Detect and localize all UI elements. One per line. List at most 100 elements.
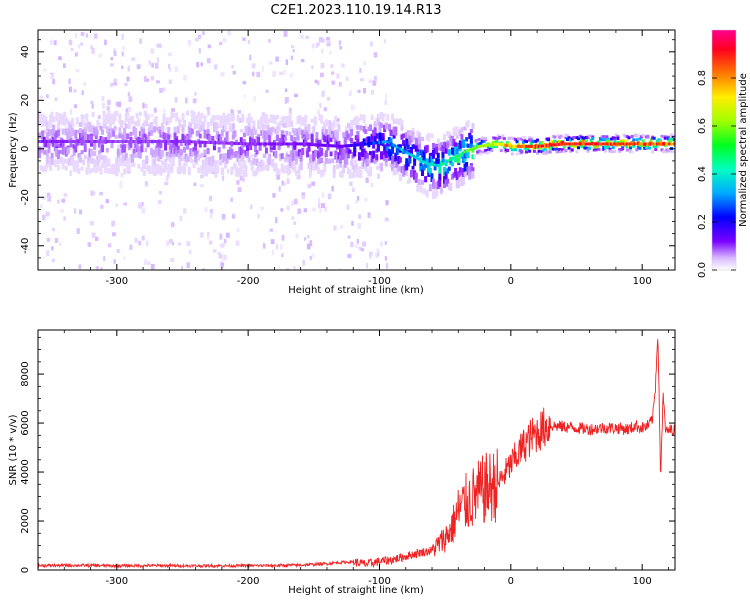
spectrogram-cell	[135, 112, 139, 119]
spectrogram-cell	[206, 121, 210, 131]
spectrogram-cell	[121, 144, 125, 153]
spectrogram-ridge-cell	[614, 142, 618, 146]
spectrogram-noise-cell	[309, 255, 312, 260]
spectrogram-cell	[88, 123, 92, 133]
spectrogram-cell	[600, 135, 604, 139]
spectrogram-noise-cell	[375, 268, 379, 270]
spectrogram-cell	[230, 148, 234, 155]
spectrogram-ridge-cell	[170, 140, 173, 144]
spectrogram-ridge-cell	[354, 143, 357, 147]
spectrogram-noise-cell	[144, 103, 148, 109]
spectrogram-cell	[277, 169, 281, 175]
spectrogram-cell	[186, 135, 190, 143]
spectrogram-noise-cell	[318, 36, 322, 43]
spectrogram-ridge-cell	[673, 142, 675, 146]
spectrogram-noise-cell	[268, 61, 273, 65]
spectrogram-cell	[373, 136, 377, 145]
spectrogram-cell	[277, 144, 281, 151]
spectrogram-cell	[96, 162, 100, 172]
spectrogram-cell	[499, 149, 503, 153]
spectrogram-noise-cell	[231, 214, 235, 219]
spectrogram-ridge-cell	[651, 142, 654, 146]
spectrogram-noise-cell	[70, 47, 74, 51]
spectrogram-cell	[458, 140, 462, 149]
spectrogram-noise-cell	[51, 258, 55, 263]
spectrogram-cell	[310, 162, 314, 170]
spectrogram-cell	[466, 120, 470, 128]
spectrogram-noise-cell	[230, 197, 233, 202]
spectrogram-cell	[239, 137, 243, 143]
spectrogram-cell	[466, 166, 470, 176]
spectrogram-cell	[116, 166, 120, 173]
spectrogram-cell	[387, 123, 391, 132]
spectrogram-cell	[611, 146, 615, 150]
spectrogram-cell	[372, 142, 376, 149]
spectrogram-cell	[427, 164, 431, 173]
spectrogram-y-tick-label: 20	[20, 94, 31, 107]
spectrogram-cell	[362, 148, 366, 156]
spectrogram-cell	[200, 113, 204, 119]
spectrogram-cell	[512, 137, 516, 141]
spectrogram-noise-cell	[355, 199, 358, 204]
spectrogram-ridge-cell	[357, 143, 361, 147]
spectrogram-cell	[134, 127, 138, 137]
spectrogram-noise-cell	[283, 182, 287, 187]
spectrogram-noise-cell	[226, 169, 230, 174]
spectrogram-ridge-cell	[71, 140, 74, 144]
spectrogram-noise-cell	[81, 90, 84, 95]
spectrogram-cell	[268, 132, 272, 139]
colorbar-label: Normalized spectral amplitude	[738, 73, 749, 227]
spectrogram-noise-cell	[156, 43, 160, 48]
spectrogram-noise-cell	[74, 104, 77, 109]
spectrogram-ridge-cell	[176, 140, 179, 144]
spectrogram-cell	[472, 154, 476, 158]
spectrogram-cell	[187, 133, 191, 139]
spectrogram-cell	[316, 156, 320, 165]
spectrogram-cell	[528, 138, 532, 142]
spectrogram-cell	[318, 148, 322, 157]
spectrogram-cell	[518, 151, 522, 155]
spectrogram-ridge-cell	[78, 140, 82, 144]
spectrogram-cell	[113, 125, 117, 131]
spectrogram-y-tick-label: -40	[20, 238, 31, 254]
spectrogram-cell	[597, 147, 601, 151]
spectrogram-cell	[461, 139, 465, 148]
spectrogram-noise-cell	[281, 180, 285, 186]
spectrogram-cell	[275, 114, 279, 120]
spectrogram-cell	[472, 145, 476, 149]
spectrogram-noise-cell	[237, 187, 242, 193]
spectrogram-ridge-cell	[244, 142, 247, 146]
spectrogram-ridge-cell	[197, 140, 200, 144]
spectrogram-ridge-cell	[67, 140, 71, 144]
spectrogram-noise-cell	[320, 62, 325, 69]
spectrogram-noise-cell	[297, 208, 302, 214]
spectrogram-cell	[359, 114, 363, 121]
spectrogram-cell	[409, 169, 413, 178]
spectrogram-ridge-cell	[309, 142, 312, 146]
spectrogram-cell	[102, 122, 106, 129]
spectrogram-cell	[435, 158, 439, 165]
spectrogram-cell	[660, 134, 664, 138]
spectrogram-ridge-cell	[495, 142, 498, 146]
colorbar-tick-label: 0.0	[697, 262, 708, 278]
spectrogram-noise-cell	[272, 193, 276, 198]
spectrogram-cell	[61, 139, 65, 148]
spectrogram-noise-cell	[312, 207, 316, 212]
spectrogram-cell	[614, 133, 618, 137]
spectrogram-cell	[534, 139, 538, 143]
spectrogram-cell	[376, 113, 380, 121]
spectrogram-noise-cell	[75, 69, 80, 73]
spectrogram-cell	[380, 162, 384, 172]
spectrogram-ridge-cell	[182, 140, 186, 144]
spectrogram-cell	[71, 128, 75, 137]
spectrogram-noise-cell	[93, 191, 96, 195]
spectrogram-cell	[239, 165, 243, 172]
spectrogram-noise-cell	[271, 249, 275, 256]
spectrogram-cell	[86, 134, 90, 140]
spectrogram-cell	[104, 116, 108, 121]
spectrogram-noise-cell	[295, 233, 299, 239]
spectrogram-noise-cell	[68, 86, 72, 93]
spectrogram-cell	[130, 162, 134, 167]
spectrogram-noise-cell	[354, 244, 359, 248]
spectrogram-cell	[616, 135, 620, 139]
